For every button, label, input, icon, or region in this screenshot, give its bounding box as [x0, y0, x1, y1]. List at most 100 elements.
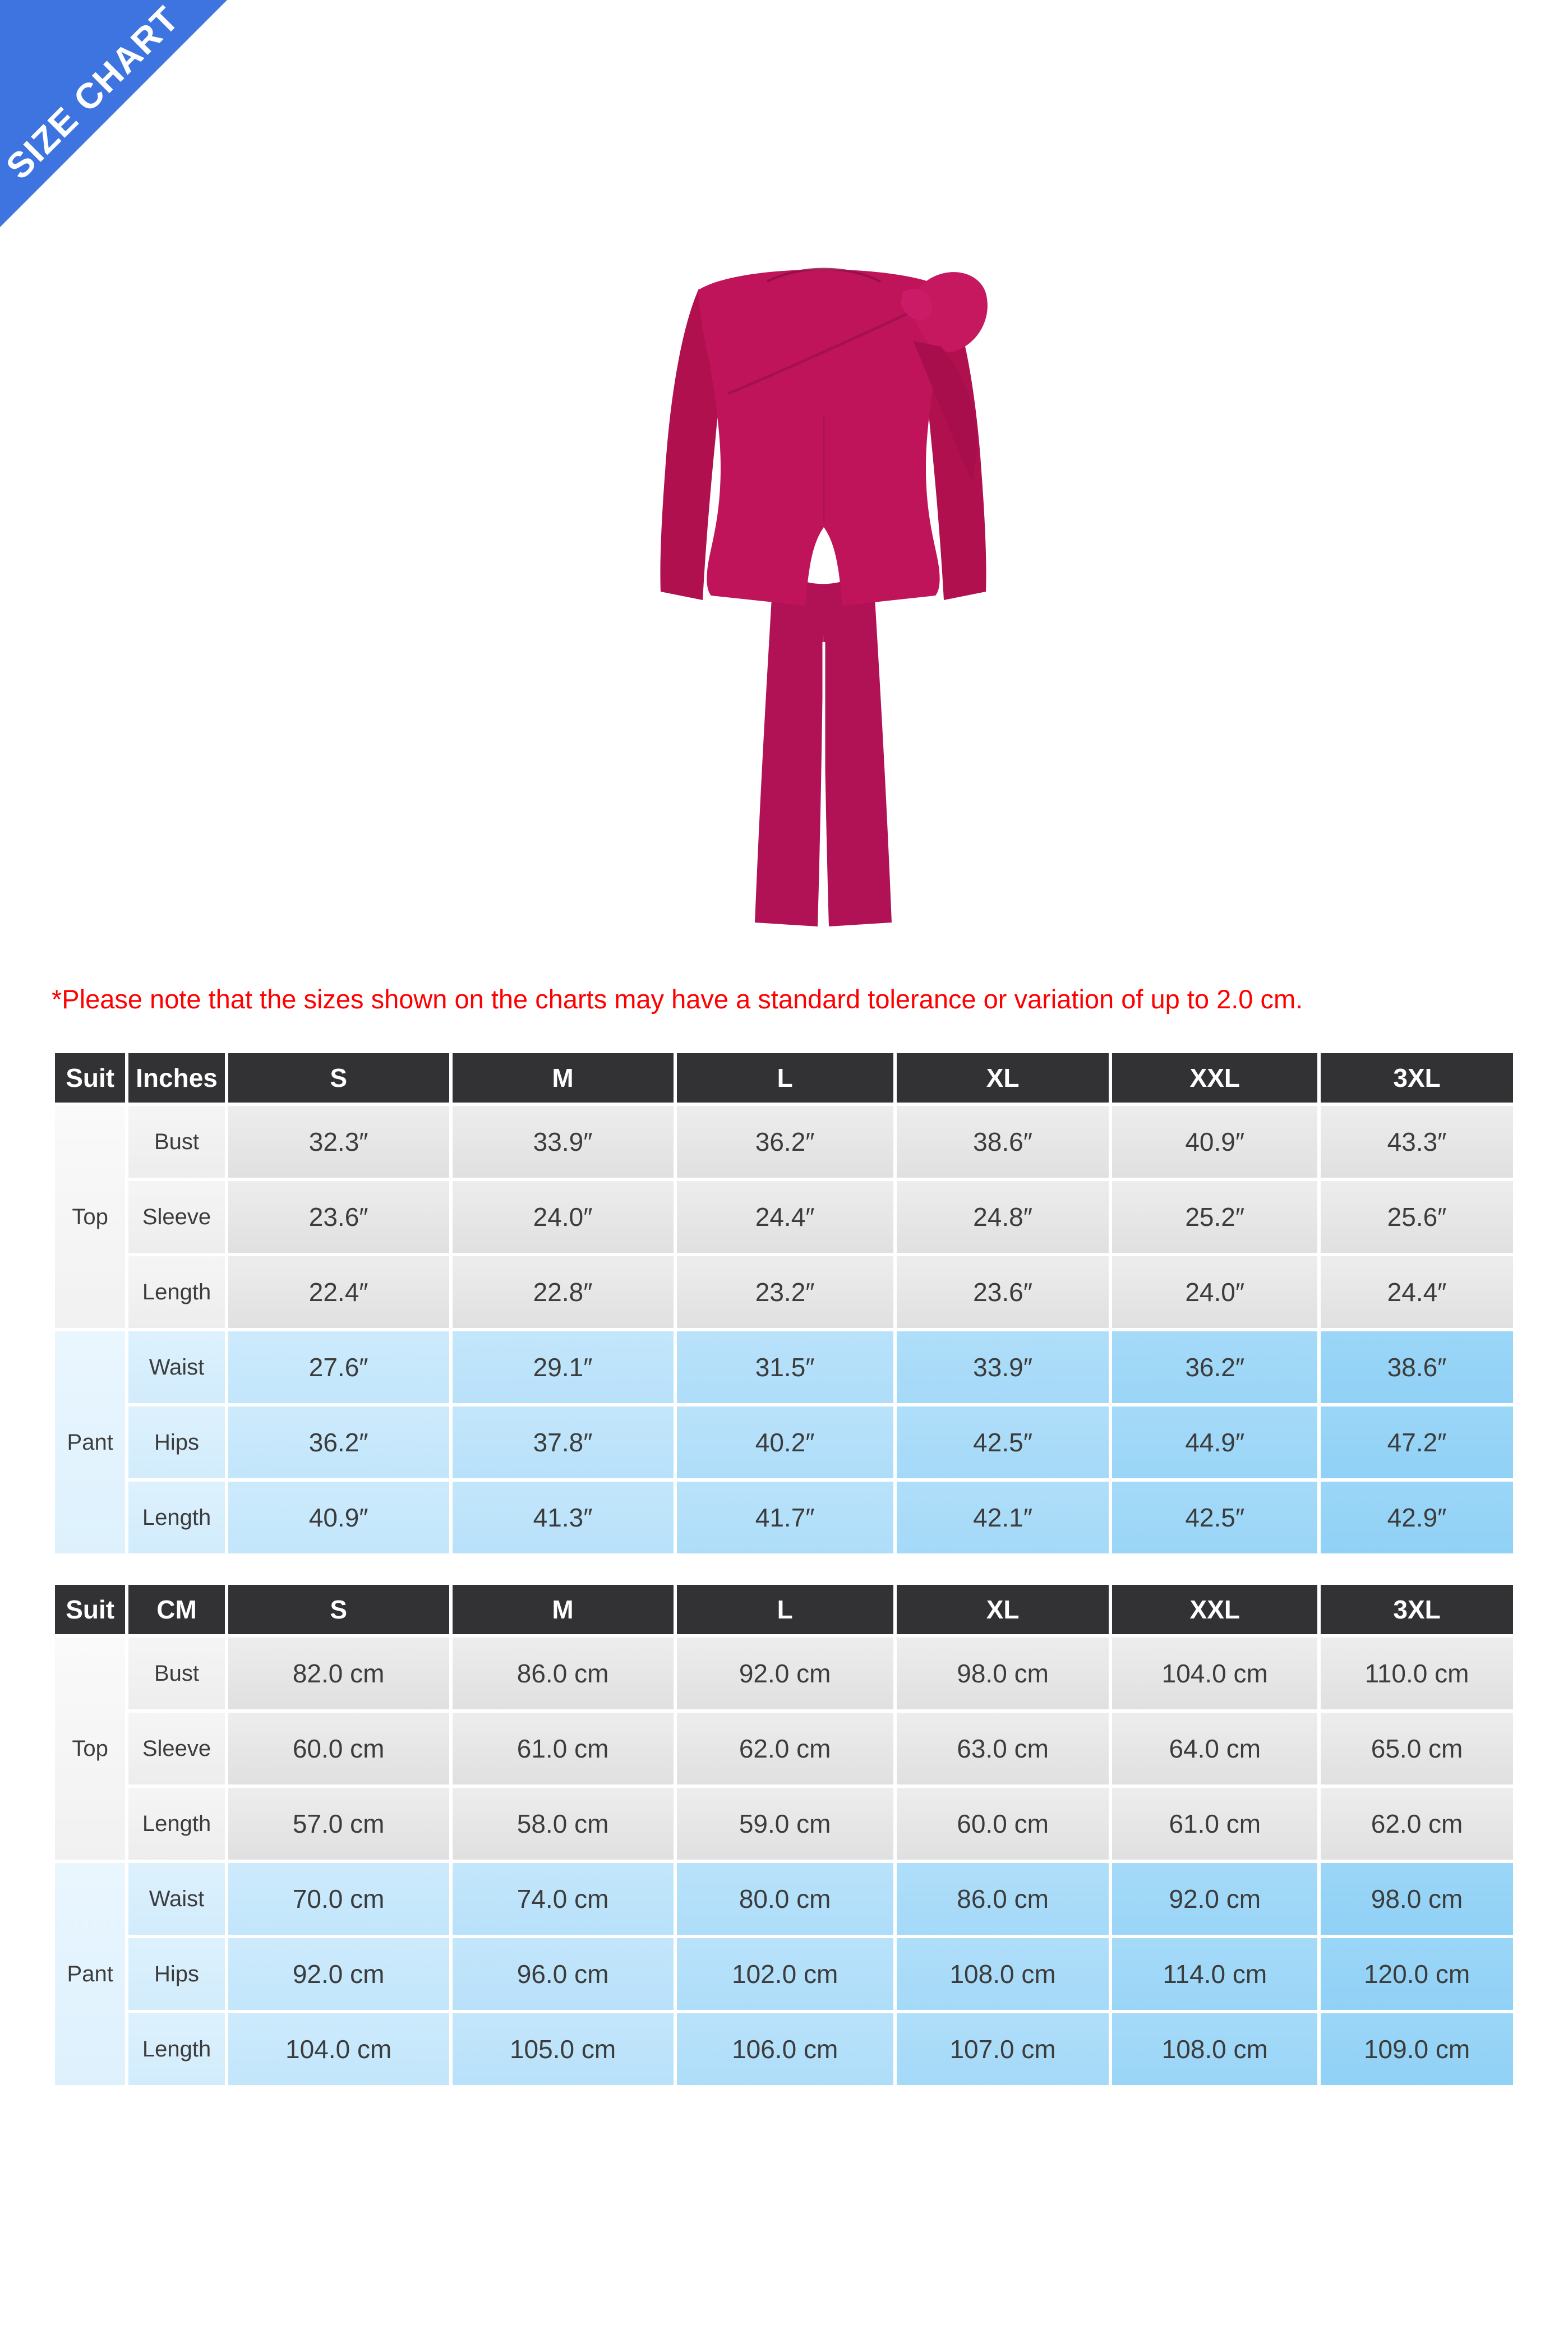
- value-cell: 25.6″: [1321, 1181, 1513, 1253]
- value-cell: 40.2″: [676, 1406, 893, 1478]
- value-cell: 43.3″: [1321, 1106, 1513, 1178]
- size-column-header: L: [676, 1053, 893, 1103]
- value-cell: 42.5″: [896, 1406, 1109, 1478]
- value-cell: 59.0 cm: [676, 1788, 893, 1860]
- row-label-cell: Hips: [128, 1406, 225, 1478]
- value-cell: 24.0″: [1112, 1256, 1318, 1328]
- value-cell: 24.0″: [452, 1181, 674, 1253]
- value-cell: 36.2″: [676, 1106, 893, 1178]
- value-cell: 25.2″: [1112, 1181, 1318, 1253]
- size-column-header: S: [228, 1053, 449, 1103]
- row-label-cell: Length: [128, 1482, 225, 1553]
- size-chart-ribbon: SIZE CHART: [0, 0, 227, 227]
- group-label-cell: Pant: [55, 1331, 126, 1553]
- value-cell: 61.0 cm: [1112, 1788, 1318, 1860]
- value-cell: 38.6″: [896, 1106, 1109, 1178]
- row-label-cell: Bust: [128, 1638, 225, 1709]
- value-cell: 60.0 cm: [896, 1788, 1109, 1860]
- size-column-header: XXL: [1112, 1585, 1318, 1634]
- size-column-header: L: [676, 1585, 893, 1634]
- table-row: Pant Waist 27.6″ 29.1″ 31.5″ 33.9″ 36.2″ 38.6″: [55, 1331, 1513, 1553]
- value-cell: 106.0 cm: [676, 2013, 893, 2085]
- table-row: Length 104.0 cm 105.0 cm 106.0 cm 107.0 cm 10…: [55, 2013, 1513, 2085]
- row-label-cell: Length: [128, 1256, 225, 1328]
- table-row: Sleeve 60.0 cm 61.0 cm 62.0 cm 63.0 cm 64.0 c…: [55, 1713, 1513, 1784]
- group-label-cell: Top: [55, 1638, 126, 1860]
- value-cell: 41.3″: [452, 1482, 674, 1553]
- size-column-header: XL: [896, 1585, 1109, 1634]
- value-cell: 38.6″: [1321, 1331, 1513, 1403]
- group-label-cell: Pant: [55, 1863, 126, 2085]
- shoulder-bow: [901, 272, 988, 481]
- row-label-cell: Length: [128, 1788, 225, 1860]
- value-cell: 108.0 cm: [896, 1938, 1109, 2010]
- row-label-cell: Sleeve: [128, 1713, 225, 1784]
- value-cell: 102.0 cm: [676, 1938, 893, 2010]
- table-row: Length 57.0 cm 58.0 cm 59.0 cm 60.0 cm 61.0 c…: [55, 1788, 1513, 1860]
- size-column-header: XL: [896, 1053, 1109, 1103]
- value-cell: 40.9″: [1112, 1106, 1318, 1178]
- value-cell: 120.0 cm: [1321, 1938, 1513, 2010]
- value-cell: 108.0 cm: [1112, 2013, 1318, 2085]
- value-cell: 42.9″: [1321, 1482, 1513, 1553]
- value-cell: 33.9″: [452, 1106, 674, 1178]
- product-image: [660, 268, 988, 926]
- value-cell: 23.2″: [676, 1256, 893, 1328]
- value-cell: 61.0 cm: [452, 1713, 674, 1784]
- value-cell: 62.0 cm: [676, 1713, 893, 1784]
- value-cell: 24.8″: [896, 1181, 1109, 1253]
- value-cell: 33.9″: [896, 1331, 1109, 1403]
- size-column-header: S: [228, 1585, 449, 1634]
- suit-corner-header: Suit: [55, 1053, 126, 1103]
- value-cell: 31.5″: [676, 1331, 893, 1403]
- table-row: Length 40.9″ 41.3″ 41.7″ 42.1″ 42.5″ 42.9″: [55, 1482, 1513, 1553]
- size-column-header: M: [452, 1053, 674, 1103]
- value-cell: 110.0 cm: [1321, 1638, 1513, 1709]
- value-cell: 24.4″: [1321, 1256, 1513, 1328]
- table-row: Pant Waist 70.0 cm 74.0 cm 80.0 cm 86.0 cm 92.…: [55, 1863, 1513, 2085]
- value-cell: 62.0 cm: [1321, 1788, 1513, 1860]
- value-cell: 44.9″: [1112, 1406, 1318, 1478]
- suit-corner-header: Suit: [55, 1585, 126, 1634]
- value-cell: 104.0 cm: [228, 2013, 449, 2085]
- value-cell: 36.2″: [228, 1406, 449, 1478]
- value-cell: 65.0 cm: [1321, 1713, 1513, 1784]
- unit-header: Inches: [128, 1053, 225, 1103]
- unit-header: CM: [128, 1585, 225, 1634]
- value-cell: 92.0 cm: [228, 1938, 449, 2010]
- value-cell: 70.0 cm: [228, 1863, 449, 1935]
- top-garment-shape: [698, 268, 949, 606]
- row-label-cell: Sleeve: [128, 1181, 225, 1253]
- group-label-cell: Top: [55, 1106, 126, 1328]
- table-row: Top Bust 32.3″ 33.9″ 36.2″ 38.6″ 40.9″ 43.3″: [55, 1106, 1513, 1328]
- table-row: Sleeve 23.6″ 24.0″ 24.4″ 24.8″ 25.2″ 25.6″: [55, 1181, 1513, 1253]
- pants-shape: [755, 561, 892, 926]
- value-cell: 74.0 cm: [452, 1863, 674, 1935]
- size-column-header: M: [452, 1585, 674, 1634]
- value-cell: 80.0 cm: [676, 1863, 893, 1935]
- value-cell: 42.1″: [896, 1482, 1109, 1553]
- value-cell: 36.2″: [1112, 1331, 1318, 1403]
- value-cell: 40.9″: [228, 1482, 449, 1553]
- value-cell: 105.0 cm: [452, 2013, 674, 2085]
- value-cell: 23.6″: [896, 1256, 1109, 1328]
- value-cell: 96.0 cm: [452, 1938, 674, 2010]
- size-column-header: 3XL: [1321, 1053, 1513, 1103]
- value-cell: 60.0 cm: [228, 1713, 449, 1784]
- value-cell: 86.0 cm: [896, 1863, 1109, 1935]
- value-cell: 82.0 cm: [228, 1638, 449, 1709]
- table-row: Length 22.4″ 22.8″ 23.2″ 23.6″ 24.0″ 24.4″: [55, 1256, 1513, 1328]
- header-row: Suit Inches S M L XL XXL 3XL: [55, 1053, 1513, 1103]
- value-cell: 92.0 cm: [676, 1638, 893, 1709]
- value-cell: 29.1″: [452, 1331, 674, 1403]
- value-cell: 32.3″: [228, 1106, 449, 1178]
- value-cell: 107.0 cm: [896, 2013, 1109, 2085]
- value-cell: 22.8″: [452, 1256, 674, 1328]
- value-cell: 47.2″: [1321, 1406, 1513, 1478]
- table-row: Hips 92.0 cm 96.0 cm 102.0 cm 108.0 cm 114.0 …: [55, 1938, 1513, 2010]
- row-label-cell: Waist: [128, 1863, 225, 1935]
- size-table-cm: Suit CM S M L XL XXL 3XL Top Bust 82.0 cm 86.0 cm 9…: [52, 1581, 1516, 2088]
- value-cell: 63.0 cm: [896, 1713, 1109, 1784]
- value-cell: 57.0 cm: [228, 1788, 449, 1860]
